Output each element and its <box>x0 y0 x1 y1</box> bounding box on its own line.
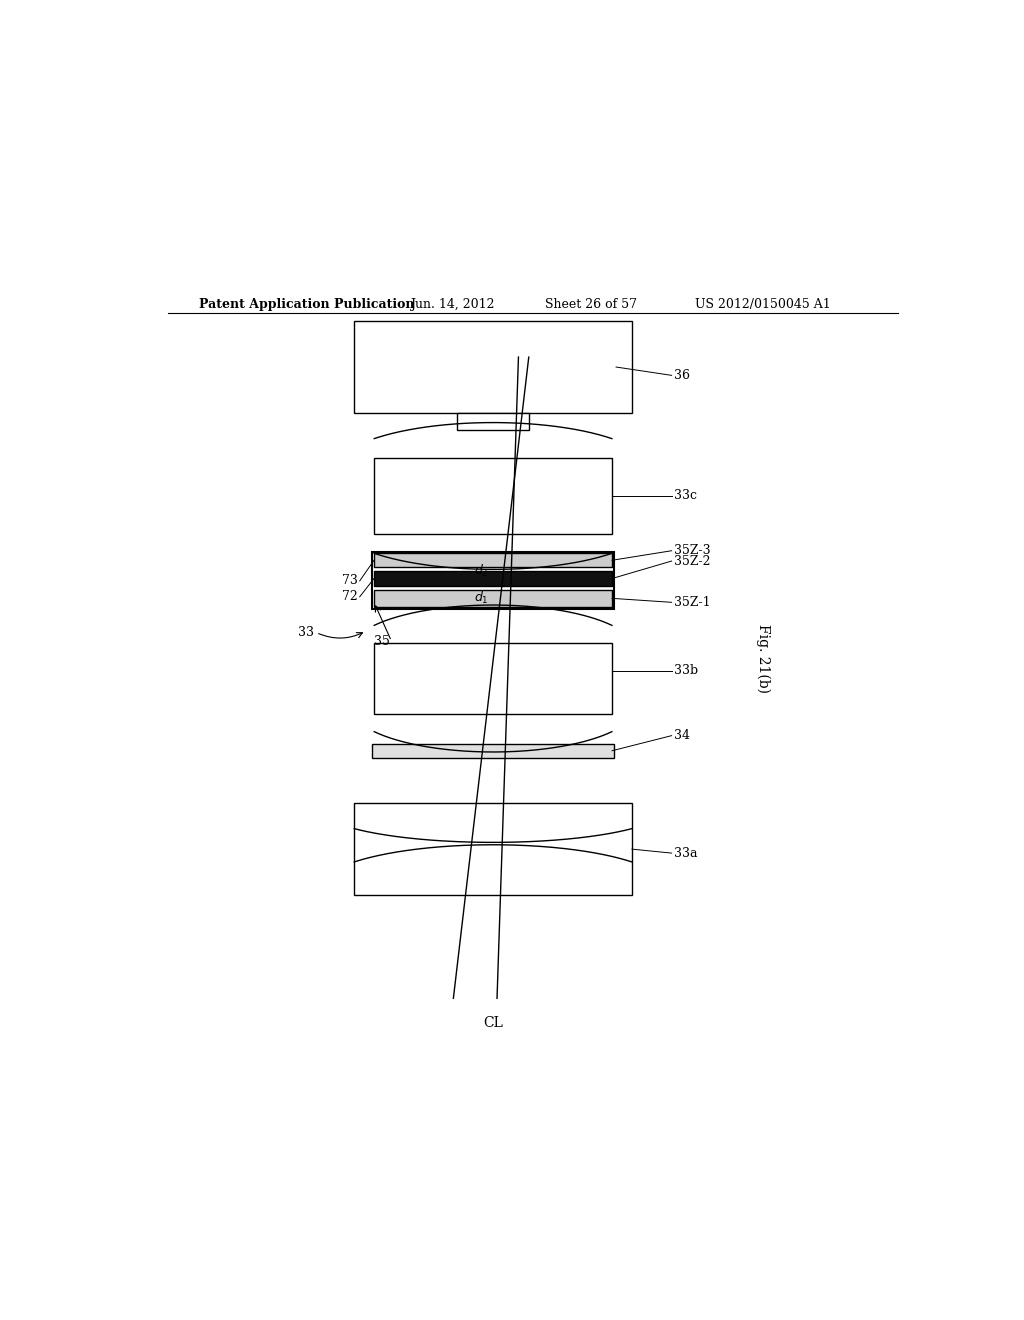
Text: 33: 33 <box>299 626 314 639</box>
Text: Fig. 21(b): Fig. 21(b) <box>756 624 770 693</box>
Text: 35: 35 <box>374 635 390 648</box>
Text: 73: 73 <box>342 574 358 587</box>
Text: US 2012/0150045 A1: US 2012/0150045 A1 <box>695 297 831 310</box>
Text: Patent Application Publication: Patent Application Publication <box>200 297 415 310</box>
Text: 33b: 33b <box>674 664 698 677</box>
Text: Jun. 14, 2012: Jun. 14, 2012 <box>410 297 495 310</box>
Text: 35Z-2: 35Z-2 <box>674 554 711 568</box>
Bar <box>354 321 632 413</box>
Text: 72: 72 <box>342 590 358 603</box>
Bar <box>374 458 612 533</box>
Text: 36: 36 <box>674 368 690 381</box>
Bar <box>354 804 632 895</box>
Bar <box>374 590 612 607</box>
Text: 35Z-3: 35Z-3 <box>674 544 711 557</box>
Bar <box>374 643 612 714</box>
Text: 33a: 33a <box>674 846 697 859</box>
Bar <box>372 552 614 609</box>
Text: 35Z-1: 35Z-1 <box>674 595 711 609</box>
Bar <box>458 413 528 430</box>
Text: $d_1$: $d_1$ <box>474 590 488 606</box>
Text: CL: CL <box>483 1016 503 1030</box>
Text: $d_2$: $d_2$ <box>474 564 488 579</box>
Text: 34: 34 <box>674 729 690 742</box>
Bar <box>374 570 612 586</box>
Bar <box>374 553 612 568</box>
Bar <box>372 743 614 758</box>
Text: 33c: 33c <box>674 490 697 503</box>
Text: Sheet 26 of 57: Sheet 26 of 57 <box>545 297 637 310</box>
